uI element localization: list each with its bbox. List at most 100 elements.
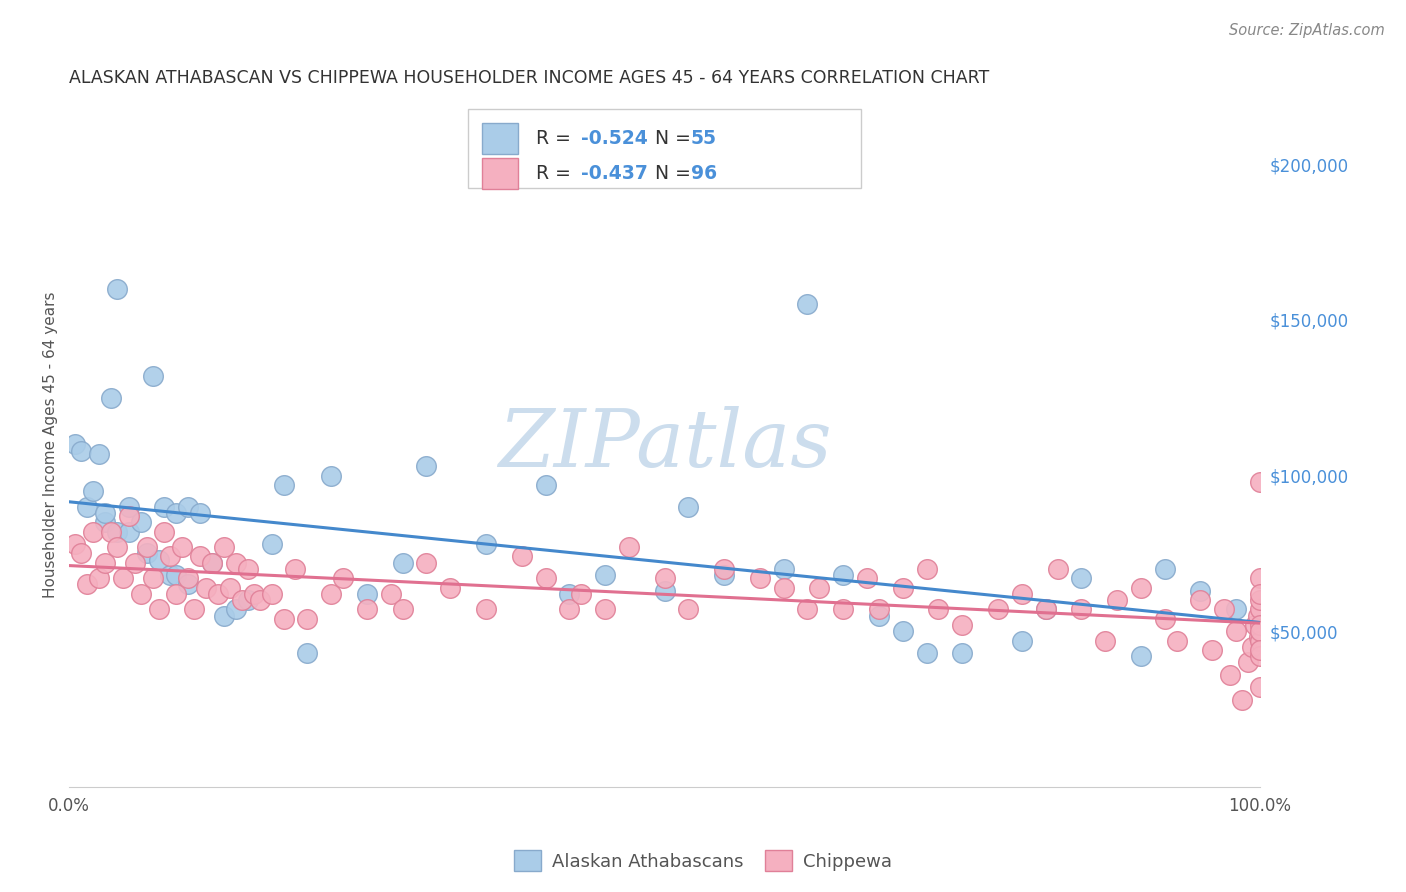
Text: N =: N = [643,129,697,148]
Point [183,602,205,616]
Point [569,587,592,601]
Point [1249,624,1271,639]
Point [1225,602,1247,616]
Point [87,571,110,585]
Legend: Alaskan Athabascans, Chippewa: Alaskan Athabascans, Chippewa [506,843,900,879]
Point [195,581,218,595]
Point [356,602,378,616]
Point [856,571,879,585]
Point [1225,624,1247,639]
Point [356,587,378,601]
Point [332,571,354,585]
Point [534,478,557,492]
Point [1249,618,1271,632]
Text: N =: N = [643,164,697,183]
Point [249,593,271,607]
Point [153,500,176,514]
Point [1153,612,1175,626]
Point [87,447,110,461]
Point [148,552,170,566]
Point [415,556,437,570]
Point [415,459,437,474]
Point [76,577,98,591]
Point [76,500,98,514]
Point [165,587,187,601]
Point [225,602,247,616]
Point [70,546,93,560]
Point [748,571,770,585]
Point [1129,581,1152,595]
Text: R =: R = [536,129,576,148]
Y-axis label: Householder Income Ages 45 - 64 years: Householder Income Ages 45 - 64 years [44,291,58,598]
Point [1230,692,1253,706]
Point [1035,602,1057,616]
Point [808,581,831,595]
Point [1246,608,1268,623]
Point [100,391,122,405]
Point [868,602,890,616]
Point [135,540,157,554]
Text: 96: 96 [690,164,717,183]
Point [380,587,402,601]
Point [1046,562,1069,576]
Point [1249,649,1271,664]
Point [165,568,187,582]
Point [1244,618,1267,632]
Point [439,581,461,595]
Point [177,500,200,514]
Point [260,537,283,551]
Point [1094,633,1116,648]
Point [82,524,104,539]
Point [201,556,224,570]
Point [1107,593,1129,607]
Point [142,571,165,585]
Point [118,508,141,523]
Point [617,540,640,554]
Text: ZIPatlas: ZIPatlas [498,406,831,483]
Point [105,524,128,539]
Point [172,540,194,554]
Point [105,282,128,296]
Point [1219,667,1241,681]
Point [1249,633,1271,648]
Point [654,571,676,585]
Point [654,583,676,598]
Point [1213,602,1236,616]
Point [273,612,295,626]
Point [868,608,890,623]
Point [177,577,200,591]
Point [915,562,938,576]
Point [159,549,181,564]
Point [987,602,1010,616]
Point [118,524,141,539]
Point [832,568,855,582]
Point [1249,680,1271,694]
Point [927,602,949,616]
Point [915,646,938,660]
Point [105,540,128,554]
Point [593,568,616,582]
Text: 55: 55 [690,129,717,148]
Point [832,602,855,616]
Point [94,515,117,529]
Point [950,646,973,660]
FancyBboxPatch shape [468,109,860,187]
Point [124,556,146,570]
Point [891,624,914,639]
Point [678,602,700,616]
Point [1249,587,1271,601]
Point [1247,631,1270,645]
Text: R =: R = [536,164,576,183]
Text: ALASKAN ATHABASCAN VS CHIPPEWA HOUSEHOLDER INCOME AGES 45 - 64 YEARS CORRELATION: ALASKAN ATHABASCAN VS CHIPPEWA HOUSEHOLD… [69,69,990,87]
Point [94,506,117,520]
Point [1011,587,1033,601]
Point [475,602,498,616]
Point [1035,602,1057,616]
Point [558,602,581,616]
Point [236,593,259,607]
Point [678,500,700,514]
Point [297,646,319,660]
Point [297,612,319,626]
Point [321,468,343,483]
Point [1070,571,1092,585]
